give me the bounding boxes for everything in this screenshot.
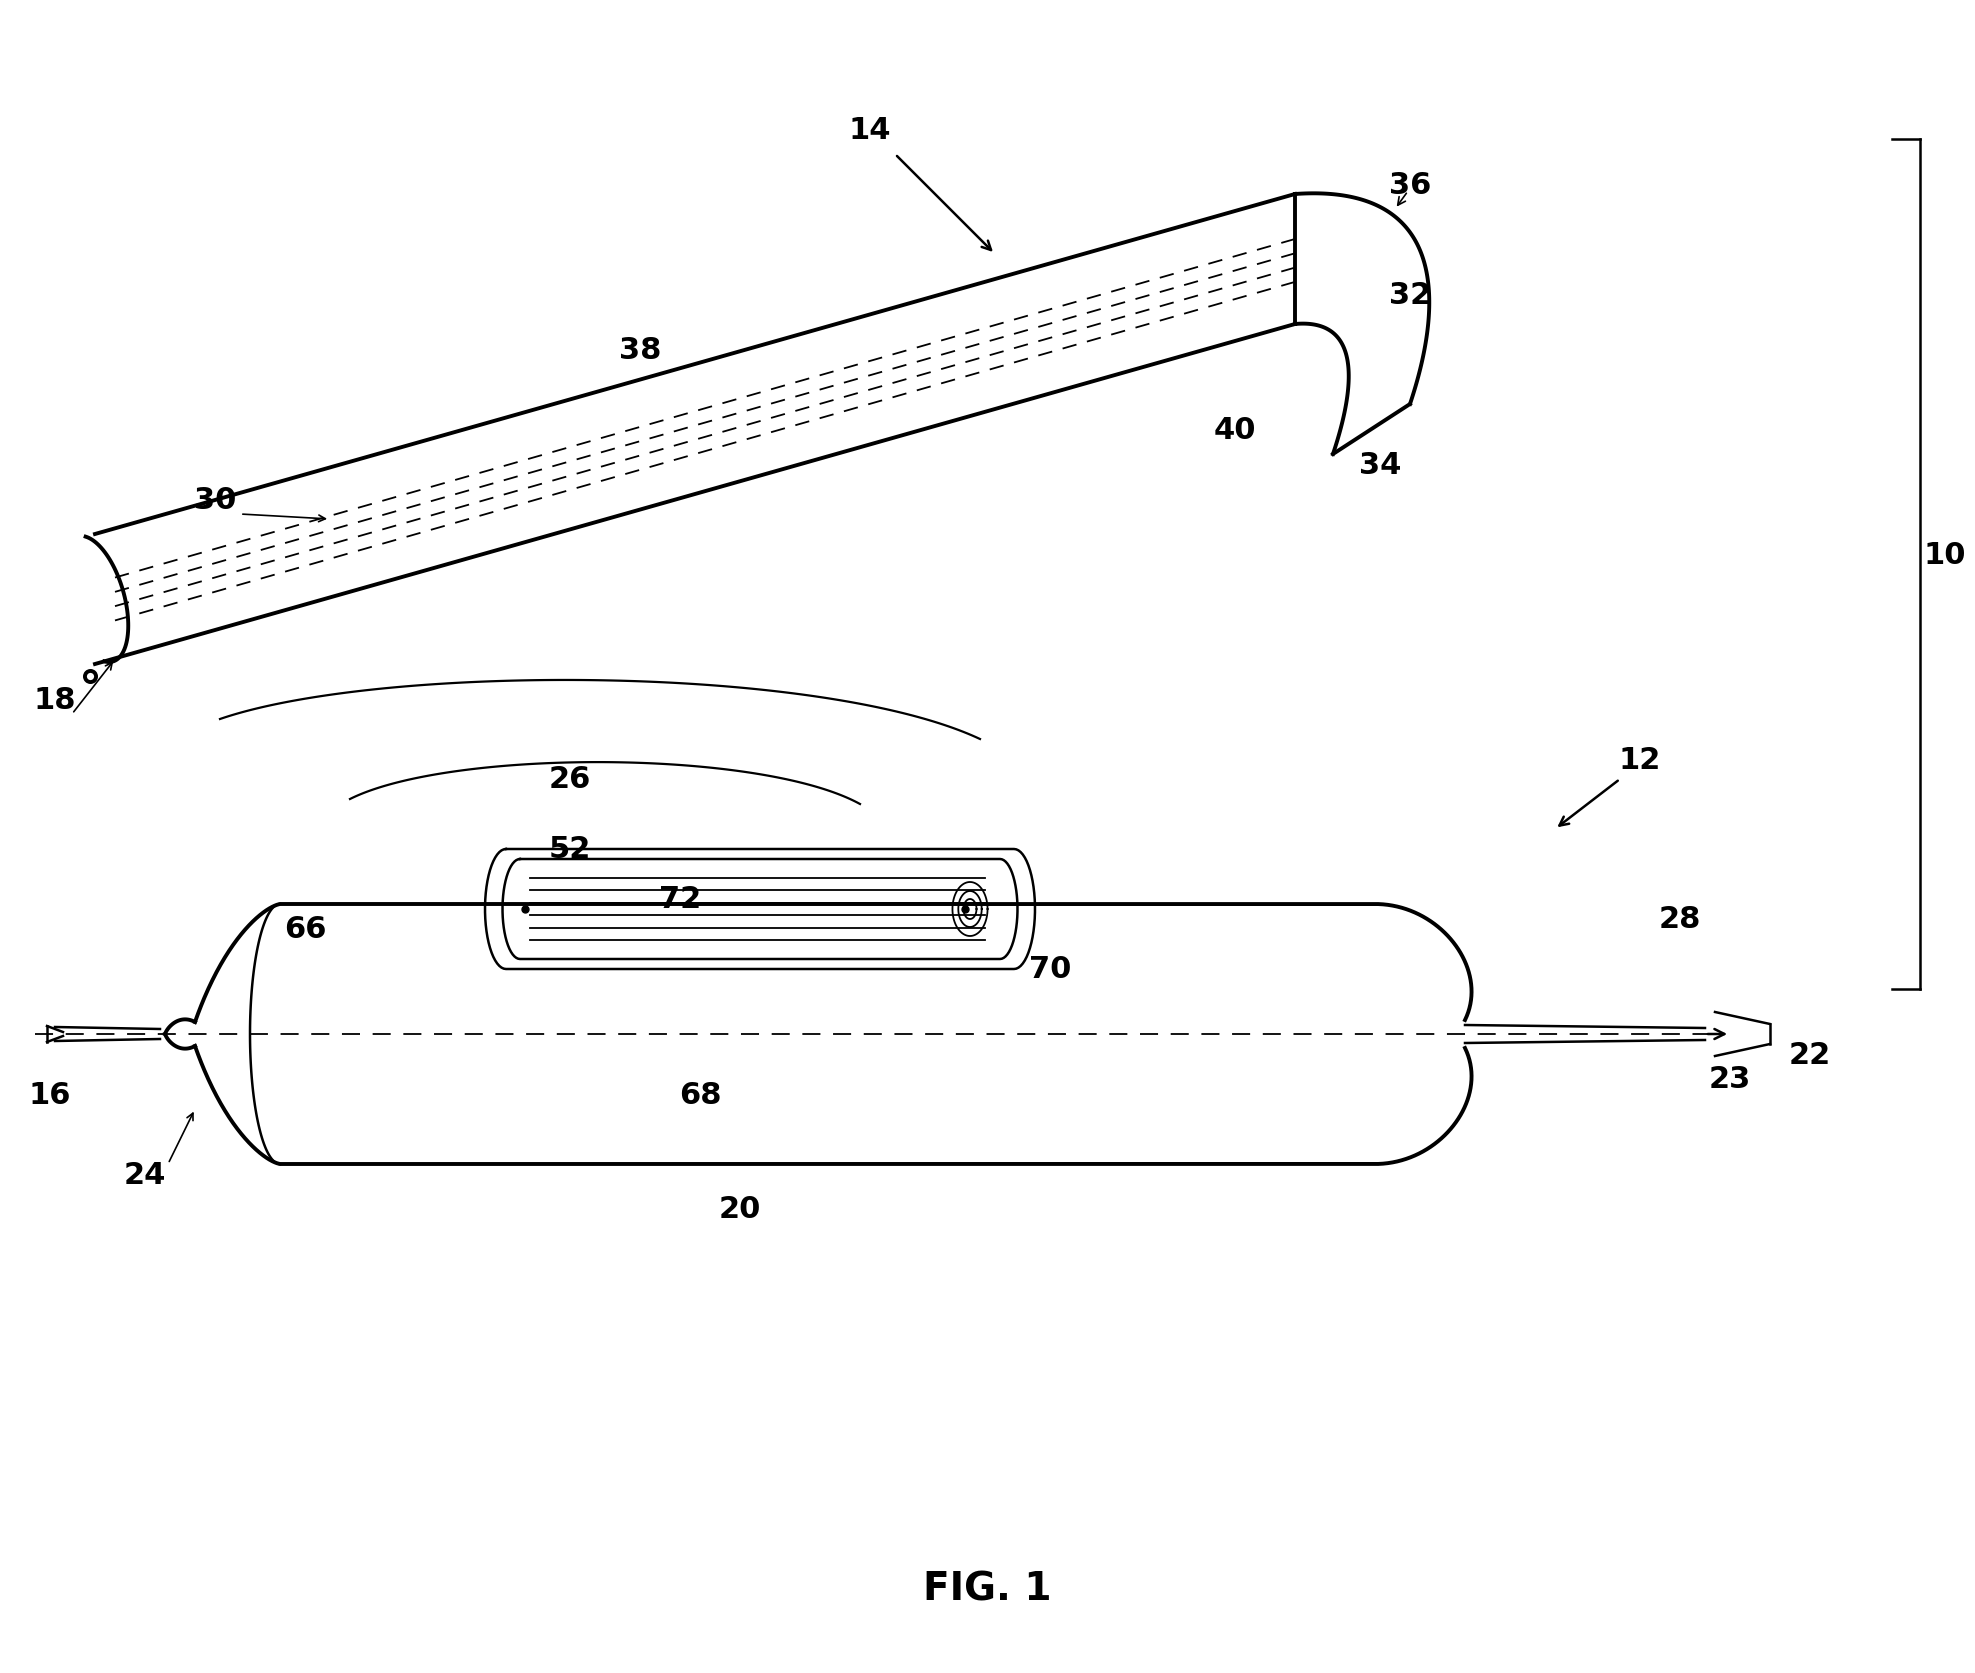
Text: 70: 70 xyxy=(1029,955,1070,984)
Text: 52: 52 xyxy=(549,835,591,863)
Text: 14: 14 xyxy=(849,115,891,144)
Text: 32: 32 xyxy=(1388,281,1432,310)
Text: 28: 28 xyxy=(1659,905,1700,934)
Text: 12: 12 xyxy=(1620,744,1661,775)
Text: 30: 30 xyxy=(194,485,237,514)
Text: 23: 23 xyxy=(1708,1064,1752,1094)
Text: 38: 38 xyxy=(618,335,662,365)
Text: 18: 18 xyxy=(34,684,77,714)
Text: 10: 10 xyxy=(1924,540,1967,569)
Text: 16: 16 xyxy=(30,1079,71,1109)
Text: 26: 26 xyxy=(549,765,591,795)
Text: FIG. 1: FIG. 1 xyxy=(922,1569,1051,1608)
Text: 66: 66 xyxy=(284,915,326,944)
Text: 34: 34 xyxy=(1359,450,1400,478)
Text: 24: 24 xyxy=(124,1159,166,1190)
Text: 40: 40 xyxy=(1215,415,1256,445)
Text: 22: 22 xyxy=(1789,1041,1831,1069)
Text: 72: 72 xyxy=(660,885,701,913)
Text: 20: 20 xyxy=(719,1195,760,1223)
Text: 36: 36 xyxy=(1388,171,1432,199)
Text: 68: 68 xyxy=(679,1079,721,1109)
